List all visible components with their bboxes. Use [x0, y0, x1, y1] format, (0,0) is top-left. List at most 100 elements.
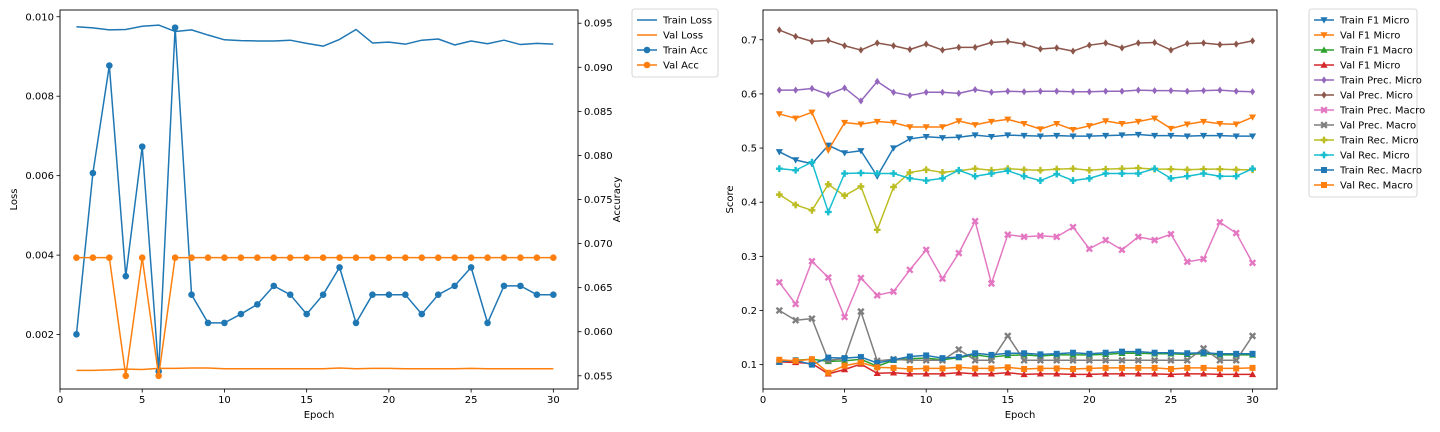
legend-item-0: Train Loss [637, 16, 712, 27]
data-point-3-8 [906, 370, 914, 377]
data-point-0-20 [1102, 132, 1110, 140]
legend-marker [1321, 167, 1327, 173]
data-point-0-8 [906, 136, 914, 143]
data-point-9-7 [890, 170, 897, 177]
data-point-3-11 [254, 254, 261, 261]
data-point-5-23 [1152, 38, 1158, 47]
data-point-4-15 [1021, 88, 1027, 96]
data-point-7-12 [971, 356, 979, 364]
series-line-5 [779, 29, 1253, 52]
data-point-10-24 [1167, 349, 1174, 356]
data-point-5-11 [956, 43, 962, 51]
data-point-2-24 [467, 264, 475, 271]
data-point-7-1 [791, 316, 800, 324]
data-point-4-8 [907, 91, 913, 100]
series-line-1 [779, 111, 1253, 151]
data-point-6-11 [955, 249, 963, 257]
data-point-3-9 [922, 370, 930, 377]
data-point-4-6 [874, 77, 880, 86]
data-point-5-29 [1249, 37, 1256, 45]
data-point-5-14 [1005, 37, 1011, 46]
x-tick-label: 0 [760, 395, 766, 406]
data-point-3-4 [840, 365, 849, 373]
data-point-5-0 [776, 26, 782, 34]
data-point-10-20 [1102, 349, 1109, 356]
data-point-3-13 [987, 370, 996, 377]
data-point-0-26 [1199, 132, 1208, 140]
data-point-1-18 [1069, 126, 1077, 134]
data-point-1-10 [938, 124, 947, 131]
data-point-11-16 [1037, 365, 1044, 372]
data-point-3-15 [1020, 370, 1028, 378]
y-tick-label: 0.2 [741, 306, 757, 317]
data-point-2-0 [73, 331, 80, 338]
data-point-11-1 [792, 357, 799, 364]
data-point-5-28 [1233, 40, 1239, 48]
x-tick-label: 20 [383, 395, 396, 406]
data-point-2-12 [270, 282, 278, 290]
data-point-5-19 [1086, 41, 1092, 49]
data-point-9-22 [1134, 170, 1142, 177]
data-point-0-15 [1020, 132, 1028, 140]
data-point-4-7 [890, 88, 897, 96]
y-right-tick-label: 0.090 [584, 63, 613, 74]
legend-item-8: Train Rec. Micro [1314, 136, 1419, 147]
data-point-11-10 [939, 365, 946, 372]
data-point-6-2 [808, 257, 816, 265]
data-point-9-11 [955, 166, 963, 174]
data-point-1-17 [1053, 121, 1061, 128]
legend-item-5: Val Prec. Micro [1314, 91, 1413, 102]
legend-marker [1321, 91, 1327, 99]
data-point-6-21 [1118, 246, 1126, 254]
x-tick-label: 0 [57, 395, 63, 406]
legend-marker [1320, 136, 1328, 144]
data-point-8-2 [808, 206, 816, 214]
legend: Train Loss Val Loss Train Acc Val Acc [631, 8, 719, 78]
data-point-7-13 [987, 356, 996, 364]
data-point-0-7 [889, 145, 898, 152]
data-point-9-0 [775, 165, 783, 173]
data-point-3-24 [467, 254, 475, 261]
data-point-9-24 [1167, 174, 1175, 182]
data-point-2-22 [434, 291, 442, 298]
data-point-2-3 [122, 272, 130, 280]
x-tick-label: 20 [1083, 395, 1096, 406]
data-point-2-10 [237, 310, 245, 318]
data-point-6-15 [1020, 233, 1028, 241]
data-point-10-22 [1135, 348, 1142, 355]
data-point-1-7 [889, 119, 898, 127]
legend-label: Train Rec. Micro [1339, 136, 1419, 147]
data-point-6-27 [1216, 218, 1224, 226]
data-point-5-17 [1054, 44, 1060, 52]
data-point-0-5 [857, 148, 865, 155]
data-point-4-27 [1217, 86, 1223, 94]
y-right-tick-label: 0.060 [584, 327, 613, 338]
data-point-3-6 [171, 254, 179, 261]
data-point-11-6 [874, 364, 881, 371]
data-point-3-14 [1004, 369, 1012, 376]
series-4 [776, 77, 1256, 105]
data-point-3-21 [418, 254, 426, 261]
data-point-3-15 [319, 254, 327, 261]
data-point-7-2 [808, 314, 816, 323]
data-point-4-4 [841, 84, 848, 92]
data-point-10-7 [890, 356, 897, 363]
data-point-6-26 [1199, 255, 1208, 263]
data-point-1-6 [873, 118, 881, 126]
data-point-4-14 [1005, 87, 1011, 95]
data-point-8-0 [775, 191, 783, 199]
data-point-1-0 [775, 111, 783, 118]
data-point-3-29 [1248, 370, 1257, 378]
series-9 [775, 158, 1256, 216]
y-tick-label: 0.010 [25, 12, 54, 23]
legend-marker [1320, 61, 1328, 68]
data-point-1-16 [1036, 126, 1044, 133]
data-point-9-13 [988, 170, 995, 177]
data-point-6-6 [873, 291, 881, 299]
data-point-10-12 [972, 350, 979, 357]
data-point-4-1 [793, 86, 799, 94]
data-point-5-26 [1200, 39, 1207, 47]
data-point-3-20 [1102, 370, 1110, 377]
data-point-4-19 [1086, 88, 1092, 96]
